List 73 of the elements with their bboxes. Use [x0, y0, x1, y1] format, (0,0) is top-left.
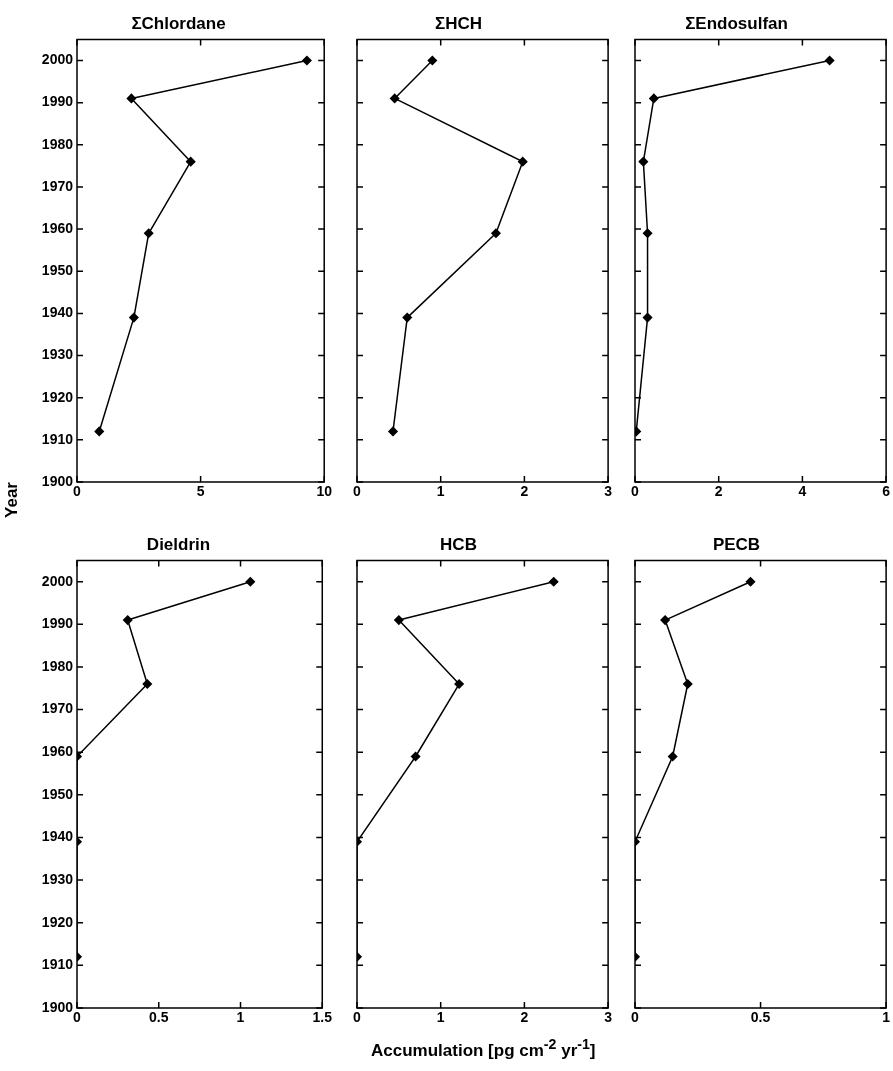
- x-tick-label: 0: [73, 483, 82, 500]
- point: [410, 751, 421, 762]
- point: [302, 55, 312, 66]
- x-tick-label: 6: [882, 483, 891, 500]
- y-tick-label: 1970: [41, 177, 74, 194]
- point: [642, 312, 653, 323]
- y-tick-label: 1970: [41, 700, 74, 717]
- y-tick-label: 1900: [41, 472, 74, 489]
- x-tick-label: 1.5: [312, 1009, 333, 1026]
- x-tick-label: 10: [316, 483, 333, 500]
- y-tick-label: 2000: [41, 572, 74, 589]
- point: [638, 156, 649, 167]
- y-tick-label: 1950: [41, 262, 74, 279]
- x-tick-label: 0: [73, 1009, 82, 1026]
- x-tick-label: 5: [196, 483, 205, 500]
- y-tick-label: 1980: [41, 135, 74, 152]
- x-tick-label: 1: [436, 1009, 445, 1026]
- x-tick-label: 4: [798, 483, 807, 500]
- y-tick-label: 1940: [41, 304, 74, 321]
- y-tick-label: 1960: [41, 743, 74, 760]
- y-tick-label: 1990: [41, 615, 74, 632]
- x-tick-label: 0: [631, 1009, 640, 1026]
- point: [394, 615, 404, 625]
- y-tick-label: 1920: [41, 913, 74, 930]
- x-tick-label: 0: [353, 1009, 362, 1026]
- y-tick-label: 1900: [41, 998, 74, 1015]
- x-tick-label: 0: [631, 483, 640, 500]
- x-tick-label: 3: [604, 483, 613, 500]
- point: [491, 228, 501, 239]
- x-tick-label: 2: [520, 483, 529, 500]
- x-tick-label: 2: [714, 483, 723, 500]
- x-tick-label: 1: [436, 483, 445, 500]
- point: [454, 679, 464, 689]
- chart-title: ΣHCH: [434, 13, 483, 33]
- y-tick-label: 1960: [41, 219, 74, 236]
- x-tick-label: 1: [882, 1009, 891, 1026]
- x-axis-title: Accumulation [pg cm$^{-2}$ yr$^{-1}$]: [371, 1036, 596, 1061]
- point: [824, 55, 835, 66]
- x-tick-label: 0.5: [149, 1009, 169, 1026]
- point: [388, 426, 398, 437]
- point: [402, 312, 412, 323]
- chart-title: Dieldrin: [146, 534, 211, 554]
- y-tick-label: 1980: [41, 657, 74, 674]
- chart-title: ΣEndosulfan: [685, 13, 788, 33]
- x-tick-label: 2: [520, 1009, 529, 1026]
- chart-title: HCB: [440, 534, 477, 554]
- y-tick-label: 1930: [41, 870, 74, 887]
- x-tick-label: 0: [353, 483, 362, 500]
- point: [129, 312, 139, 323]
- point: [389, 93, 400, 104]
- point: [94, 426, 104, 437]
- point: [548, 576, 559, 587]
- x-tick-label: 3: [604, 1009, 613, 1026]
- point: [642, 228, 653, 239]
- point: [427, 55, 438, 66]
- chart-title: PECB: [712, 534, 761, 554]
- point: [517, 156, 528, 167]
- y-tick-label: 1930: [41, 346, 74, 363]
- point: [185, 156, 196, 167]
- point: [649, 93, 659, 104]
- y-tick-label: 1950: [41, 785, 74, 802]
- point: [126, 93, 137, 104]
- x-tick-label: 0.5: [750, 1009, 771, 1026]
- y-axis-title: Year: [1, 482, 22, 518]
- y-tick-label: 1910: [41, 430, 74, 447]
- chart-title: ΣChlordane: [131, 13, 226, 33]
- y-tick-label: 1910: [41, 956, 74, 973]
- x-tick-label: 1: [236, 1009, 245, 1026]
- y-tick-label: 2000: [41, 51, 74, 68]
- point: [143, 228, 154, 239]
- y-tick-label: 1940: [41, 828, 74, 845]
- y-tick-label: 1920: [41, 388, 74, 405]
- y-tick-label: 1990: [41, 93, 74, 110]
